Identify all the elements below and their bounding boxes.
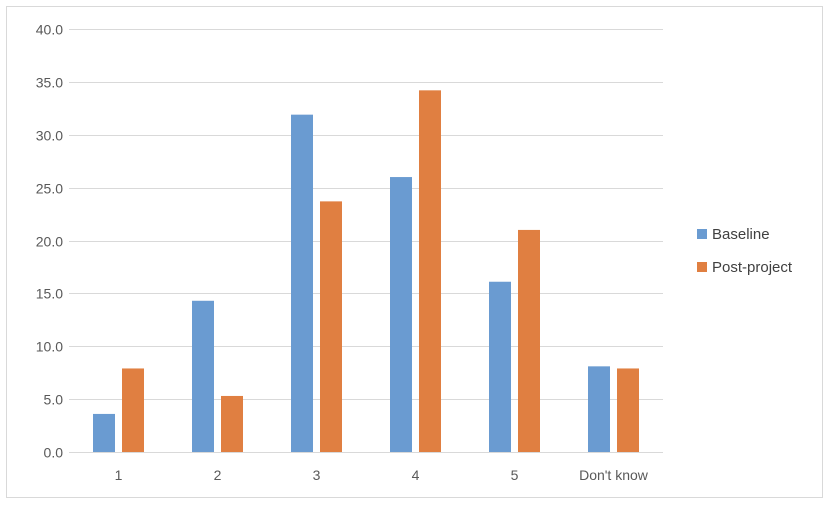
bar-post-project-4 [419, 90, 441, 453]
x-tick-label: 4 [412, 467, 420, 483]
bar-post-project-5 [518, 229, 540, 452]
x-tick-label: Don't know [579, 467, 649, 483]
bar-baseline-2 [192, 300, 214, 452]
y-tick-label: 5.0 [44, 392, 64, 408]
gridlines [69, 29, 663, 453]
legend-label: Post-project [712, 259, 793, 276]
y-tick-label: 15.0 [36, 286, 63, 302]
x-tick-label: 2 [214, 467, 222, 483]
x-tick-label: 1 [115, 467, 123, 483]
legend-swatch [697, 229, 707, 239]
bar-baseline-3 [291, 114, 313, 452]
y-tick-label: 20.0 [36, 234, 63, 250]
y-tick-label: 10.0 [36, 339, 63, 355]
y-tick-label: 25.0 [36, 181, 63, 197]
legend: Baseline Post-project [697, 226, 793, 276]
bar-baseline-6 [588, 366, 610, 452]
legend-label: Baseline [712, 226, 770, 243]
y-tick-label: 35.0 [36, 75, 63, 91]
bar-post-project-1 [122, 368, 144, 452]
legend-swatch [697, 262, 707, 272]
bar-post-project-6 [617, 368, 639, 452]
y-tick-label: 40.0 [36, 22, 63, 38]
x-tick-label: 5 [511, 467, 519, 483]
y-axis-tick-labels: 0.0 5.0 10.0 15.0 20.0 25.0 30.0 35.0 40.0 [36, 22, 63, 461]
bars [93, 90, 639, 453]
x-tick-label: 3 [313, 467, 321, 483]
y-tick-label: 30.0 [36, 128, 63, 144]
x-axis-tick-labels: 1 2 3 4 5 Don't know [115, 467, 649, 483]
bar-post-project-2 [221, 395, 243, 452]
bar-baseline-4 [390, 177, 412, 453]
bar-baseline-1 [93, 413, 115, 452]
bar-baseline-5 [489, 281, 511, 452]
bar-post-project-3 [320, 201, 342, 452]
y-tick-label: 0.0 [44, 445, 64, 461]
